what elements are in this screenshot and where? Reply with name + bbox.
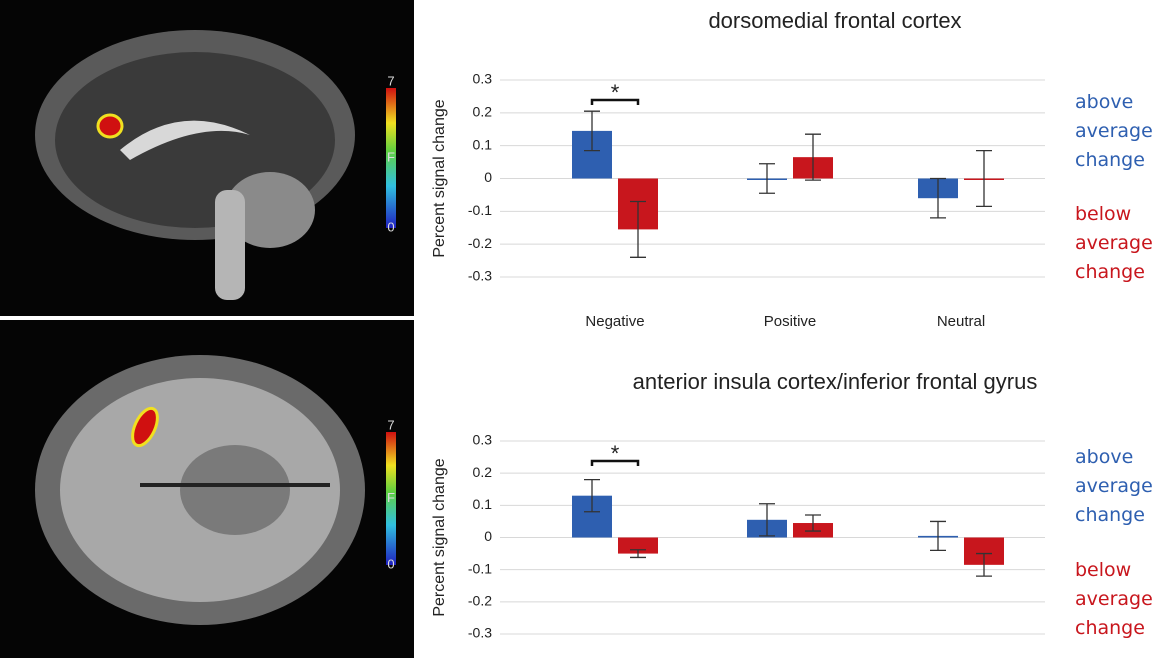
y-tick-label: 0.3 [473, 432, 493, 448]
y-tick-label: 0.1 [473, 136, 493, 152]
x-tick-label: Negative [585, 313, 644, 330]
legend-entry: above average change [1075, 88, 1165, 175]
colorbar-label: 7 [387, 73, 394, 88]
colorbar-label: F [387, 490, 395, 505]
y-tick-label: 0.2 [473, 464, 493, 480]
y-axis-label: Percent signal change [431, 99, 448, 257]
y-tick-label: 0.1 [473, 496, 493, 512]
y-tick-label: -0.1 [468, 202, 492, 218]
brain-image-axial [0, 320, 414, 658]
colorbar-label: 0 [387, 219, 394, 234]
figure: 7 F 0 7 F 0 dorsomedial frontal cortex Percent … [0, 0, 1168, 660]
legend-entry: above average change [1075, 443, 1165, 530]
chart-title: anterior insula cortex/inferior frontal … [633, 369, 1038, 394]
y-tick-label: 0.3 [473, 71, 493, 87]
y-tick-label: -0.2 [468, 235, 492, 251]
significance-label: * [611, 441, 620, 466]
significance-label: * [611, 80, 620, 105]
y-axis-label: Percent signal change [431, 458, 448, 616]
y-tick-label: 0.2 [473, 104, 493, 120]
x-tick-label: Neutral [937, 313, 985, 330]
y-tick-label: -0.3 [468, 625, 492, 641]
y-tick-label: 0 [484, 169, 492, 185]
y-tick-label: 0 [484, 528, 492, 544]
legend-entry: below average change [1075, 556, 1165, 643]
x-tick-label: Positive [764, 313, 817, 330]
chart-title: dorsomedial frontal cortex [708, 8, 961, 33]
legend-entry: below average change [1075, 200, 1165, 287]
y-tick-label: -0.2 [468, 593, 492, 609]
chart: 7 F 0 7 F 0 dorsomedial frontal cortex Percent … [0, 0, 1168, 660]
colorbar-label: 7 [387, 417, 394, 432]
y-tick-label: -0.3 [468, 268, 492, 284]
y-tick-label: -0.1 [468, 560, 492, 576]
colorbar-label: F [387, 149, 395, 164]
colorbar-label: 0 [387, 556, 394, 571]
brain-image-sagittal [0, 0, 414, 316]
